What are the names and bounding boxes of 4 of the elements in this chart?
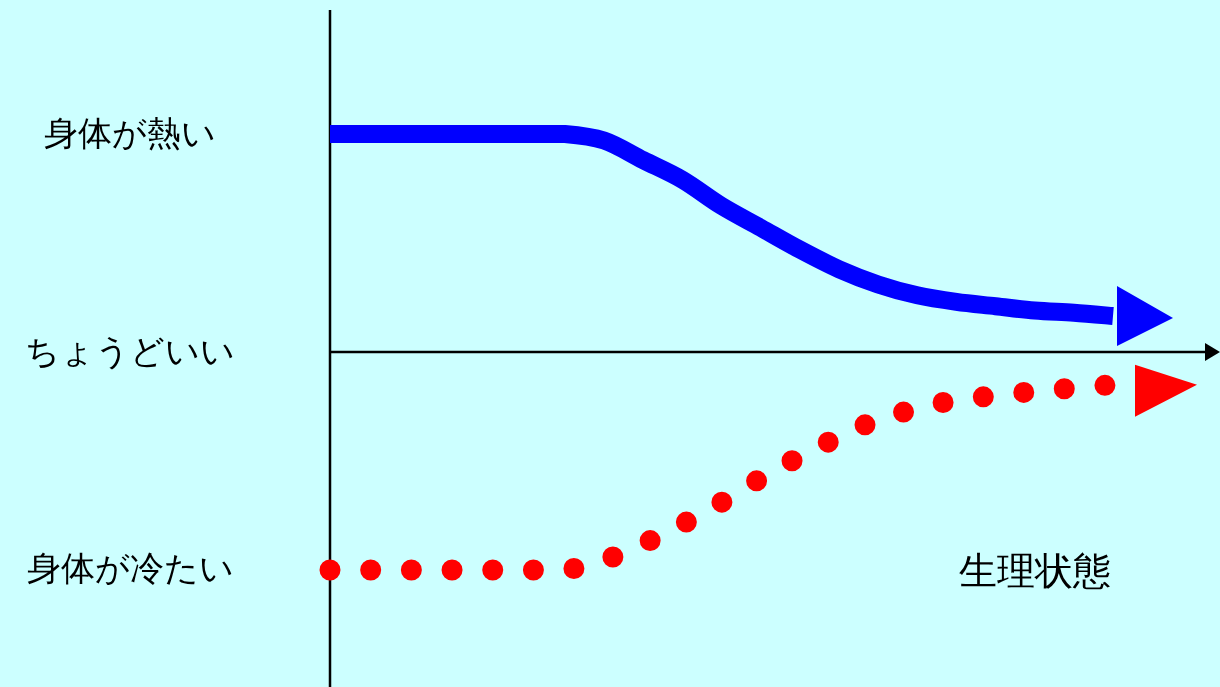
x-axis-title: 生理状態 bbox=[959, 549, 1111, 593]
text: 身体が冷たい bbox=[26, 548, 234, 588]
text: 身体が熱い bbox=[44, 113, 216, 153]
text: ちょうどいい bbox=[25, 330, 235, 371]
